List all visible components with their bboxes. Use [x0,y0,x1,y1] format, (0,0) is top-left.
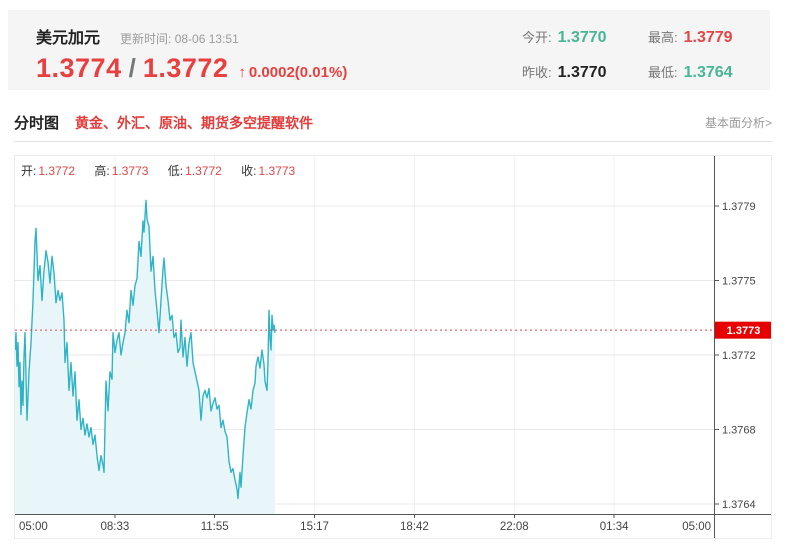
stat-day-low: 最低: 1.3764 [648,62,744,82]
ohlc-value: 1.3773 [111,164,149,178]
quote-summary: 美元加元 更新时间: 08-06 13:51 1.3774 / 1.3772 ↑… [36,24,347,84]
stat-value: 1.3764 [683,64,733,81]
y-tick-label: 1.3775 [722,276,756,288]
update-time-label: 更新时间: [120,32,172,46]
stat-label: 最高: [648,30,678,45]
stat-value: 1.3770 [557,29,607,46]
y-tick-label: 1.3772 [722,350,756,362]
ohlc-low: 低: 1.3772 [168,164,222,178]
ohlc-value: 1.3772 [38,164,76,178]
y-tick-label: 1.3779 [722,201,756,213]
x-tick-label: 18:42 [400,521,429,533]
tab-time-share-chart[interactable]: 分时图 [14,115,60,132]
ohlc-value: 1.3772 [185,164,222,178]
series-line [15,199,276,500]
ohlc-open: 开: 1.3772 [21,164,75,178]
symbol-name: 美元加元 [36,30,101,47]
update-time-value: 08-06 13:51 [174,32,239,46]
x-tick-label: 01:34 [600,521,629,533]
price-change: 0.0002(0.01%) [248,64,348,81]
ohlc-info: 开: 1.3772 高: 1.3773 低: 1.3772 收: 1.3773 [21,162,311,179]
current-price-label: 1.3773 [727,325,761,337]
x-tick-label: 15:17 [300,521,329,533]
intraday-chart[interactable]: 1.3779 1.3775 1.3772 1.3768 1.3764 05:00 08:33… [15,156,771,538]
ohlc-label: 低: [167,164,184,178]
price-separator: / [128,53,136,83]
series-area-fill [15,200,275,514]
update-time: 更新时间: 08-06 13:51 [120,30,239,47]
ask-price: 1.3772 [142,53,229,83]
stat-label: 最低: [648,65,678,80]
x-tick-label: 08:33 [100,521,129,533]
ohlc-label: 收: [241,164,257,178]
ohlc-label: 开: [21,164,37,178]
y-tick-label: 1.3768 [722,425,756,437]
stat-value: 1.3779 [683,29,733,46]
stat-prev-close: 昨收: 1.3770 [522,62,618,82]
ohlc-value: 1.3773 [258,164,296,178]
stat-today-open: 今开: 1.3770 [522,27,618,47]
ad-link[interactable]: 黄金、外汇、原油、期货多空提醒软件 [75,114,314,131]
x-tick-label: 05:00 [682,521,711,533]
stat-value: 1.3770 [557,64,607,81]
x-tick-label: 11:55 [201,521,229,533]
stat-day-high: 最高: 1.3779 [648,27,744,47]
quote-header: 美元加元 更新时间: 08-06 13:51 1.3774 / 1.3772 ↑… [8,10,770,90]
up-arrow-icon: ↑ [238,64,246,81]
stat-label: 今开: [522,30,552,45]
y-tick-label: 1.3764 [722,499,756,511]
fundamental-analysis-link[interactable]: 基本面分析> [704,116,772,130]
chart-tab-bar: 分时图 黄金、外汇、原油、期货多空提醒软件 基本面分析> [14,104,772,142]
quote-stats: 今开: 1.3770 最高: 1.3779 昨收: 1.3770 最低: 1.3… [522,27,744,82]
stat-label: 昨收: [522,65,552,80]
bid-price: 1.3774 [36,53,122,83]
ohlc-label: 高: [94,164,110,178]
intraday-chart-panel: 开: 1.3772 高: 1.3773 低: 1.3772 收: 1.3773 1.37… [14,155,772,539]
ohlc-close: 收: 1.3773 [241,164,295,178]
ohlc-high: 高: 1.3773 [94,164,148,178]
x-tick-label: 05:00 [19,521,48,533]
x-tick-label: 22:08 [500,521,529,533]
current-price-label-box [715,321,771,339]
